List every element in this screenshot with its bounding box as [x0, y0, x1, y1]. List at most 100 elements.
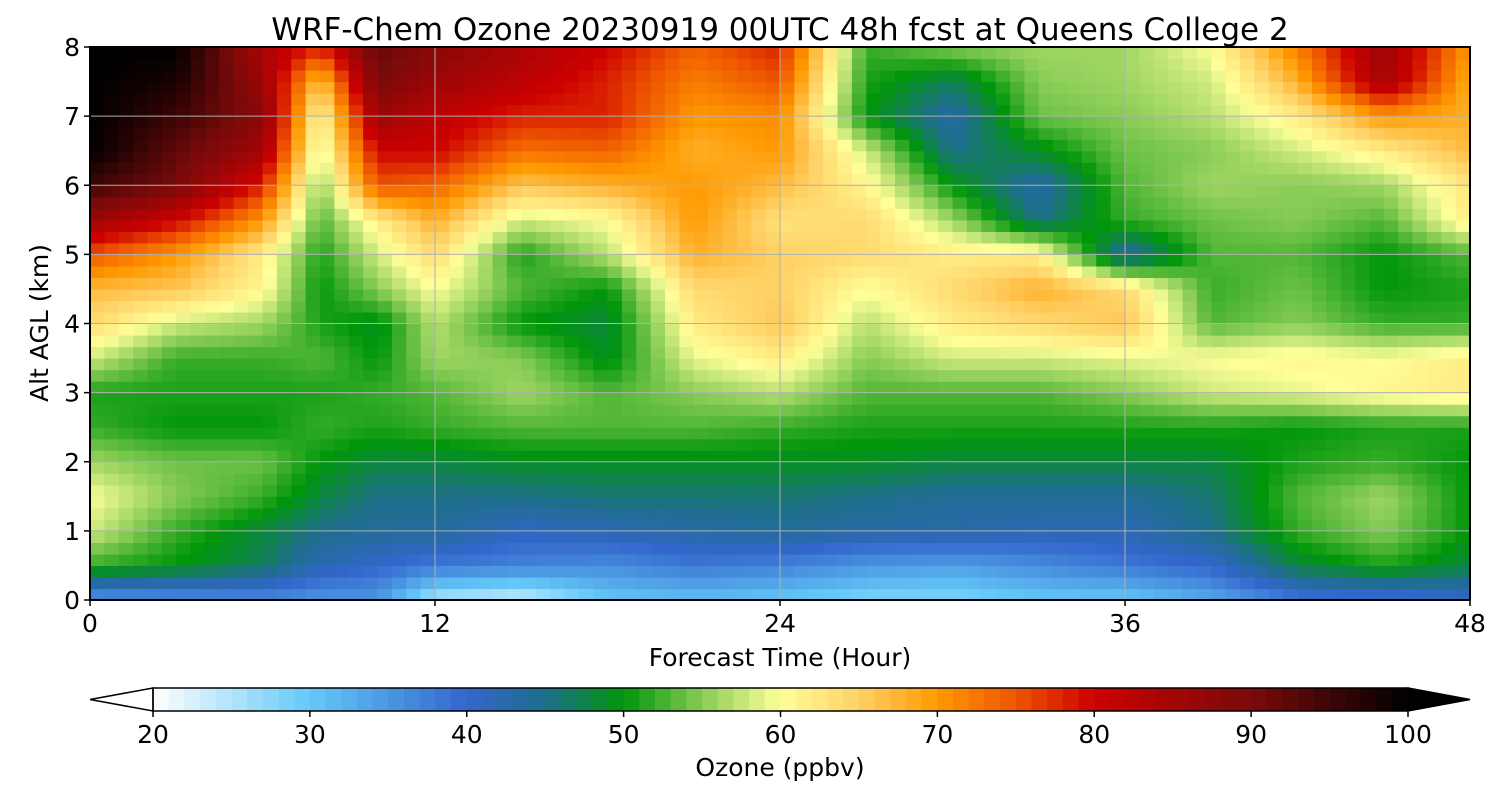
heatmap-cell	[1168, 173, 1184, 186]
heatmap-cell	[90, 231, 105, 244]
heatmap-cell	[880, 346, 896, 359]
heatmap-cell	[320, 381, 335, 394]
heatmap-cell	[1311, 473, 1327, 486]
heatmap-cell	[1024, 369, 1040, 382]
heatmap-cell	[449, 47, 465, 60]
heatmap-cell	[1196, 542, 1212, 555]
heatmap-cell	[578, 565, 594, 578]
heatmap-cell	[133, 427, 149, 440]
heatmap-cell	[205, 139, 220, 152]
heatmap-cell	[851, 104, 867, 117]
heatmap-cell	[233, 300, 249, 313]
heatmap-cell	[219, 461, 235, 474]
heatmap-cell	[1268, 588, 1284, 600]
heatmap-cell	[1067, 323, 1083, 336]
heatmap-cell	[291, 358, 307, 371]
heatmap-cell	[1168, 150, 1184, 163]
heatmap-cell	[1254, 127, 1270, 140]
heatmap-cell	[262, 242, 278, 255]
heatmap-cell	[1398, 335, 1414, 348]
heatmap-cell	[607, 588, 623, 600]
heatmap-cell	[161, 219, 177, 232]
heatmap-cell	[665, 288, 680, 302]
heatmap-cell	[1369, 162, 1385, 175]
heatmap-cell	[1355, 231, 1370, 244]
heatmap-cell	[851, 507, 867, 520]
heatmap-cell	[1182, 70, 1198, 83]
heatmap-cell	[866, 288, 882, 302]
heatmap-cell	[1139, 507, 1155, 520]
heatmap-cell	[1441, 392, 1457, 405]
heatmap-cell	[880, 484, 896, 497]
heatmap-cell	[1125, 392, 1140, 405]
heatmap-cell	[1067, 496, 1083, 509]
heatmap-cell	[1139, 335, 1155, 348]
heatmap-cell	[1398, 473, 1414, 486]
heatmap-cell	[147, 369, 163, 382]
heatmap-cell	[363, 507, 379, 520]
heatmap-cell	[880, 415, 896, 428]
heatmap-cell	[463, 381, 479, 394]
heatmap-cell	[1168, 311, 1184, 325]
heatmap-cell	[1369, 404, 1385, 417]
heatmap-cell	[1268, 323, 1284, 336]
heatmap-cell	[90, 335, 105, 348]
heatmap-cell	[780, 185, 795, 198]
heatmap-cell	[1441, 139, 1457, 152]
heatmap-cell	[1182, 104, 1198, 117]
heatmap-cell	[981, 47, 997, 60]
heatmap-cell	[1196, 507, 1212, 520]
heatmap-cell	[1297, 127, 1313, 140]
heatmap-cell	[1398, 392, 1414, 405]
heatmap-cell	[1412, 404, 1428, 417]
heatmap-cell	[966, 104, 982, 117]
heatmap-cell	[492, 300, 508, 313]
heatmap-cell	[1125, 576, 1140, 590]
heatmap-cell	[1340, 346, 1356, 359]
heatmap-cell	[521, 415, 537, 428]
heatmap-cell	[276, 70, 292, 83]
heatmap-cell	[291, 392, 307, 405]
heatmap-cell	[377, 542, 393, 555]
heatmap-cell	[1441, 70, 1457, 83]
heatmap-cell	[535, 392, 551, 405]
heatmap-cell	[636, 93, 652, 106]
heatmap-cell	[593, 553, 609, 567]
heatmap-cell	[851, 81, 867, 94]
heatmap-cell	[1081, 450, 1097, 463]
heatmap-cell	[161, 173, 177, 186]
heatmap-cell	[1355, 542, 1370, 555]
heatmap-cell	[1297, 565, 1313, 578]
heatmap-cell	[406, 231, 422, 244]
heatmap-cell	[435, 358, 450, 371]
heatmap-cell	[1441, 196, 1457, 209]
heatmap-cell	[233, 104, 249, 117]
heatmap-cell	[765, 461, 781, 474]
heatmap-cell	[1211, 150, 1227, 163]
heatmap-cell	[578, 346, 594, 359]
heatmap-cell	[621, 542, 637, 555]
heatmap-cell	[521, 81, 537, 94]
heatmap-cell	[1355, 311, 1370, 325]
heatmap-cell	[133, 565, 149, 578]
heatmap-cell	[1168, 300, 1184, 313]
heatmap-cell	[176, 404, 192, 417]
heatmap-cell	[665, 484, 680, 497]
heatmap-cell	[1340, 277, 1356, 290]
heatmap-cell	[1268, 58, 1284, 71]
heatmap-cell	[291, 346, 307, 359]
heatmap-cell	[1053, 565, 1069, 578]
heatmap-cell	[1196, 162, 1212, 175]
heatmap-cell	[636, 335, 652, 348]
heatmap-cell	[506, 473, 522, 486]
heatmap-cell	[391, 288, 407, 302]
heatmap-cell	[104, 519, 120, 532]
heatmap-cell	[1024, 392, 1040, 405]
heatmap-cell	[938, 323, 954, 336]
heatmap-cell	[909, 415, 925, 428]
heatmap-cell	[564, 496, 580, 509]
heatmap-cell	[262, 254, 278, 267]
heatmap-cell	[1225, 104, 1241, 117]
heatmap-cell	[837, 415, 853, 428]
heatmap-cell	[909, 208, 925, 221]
